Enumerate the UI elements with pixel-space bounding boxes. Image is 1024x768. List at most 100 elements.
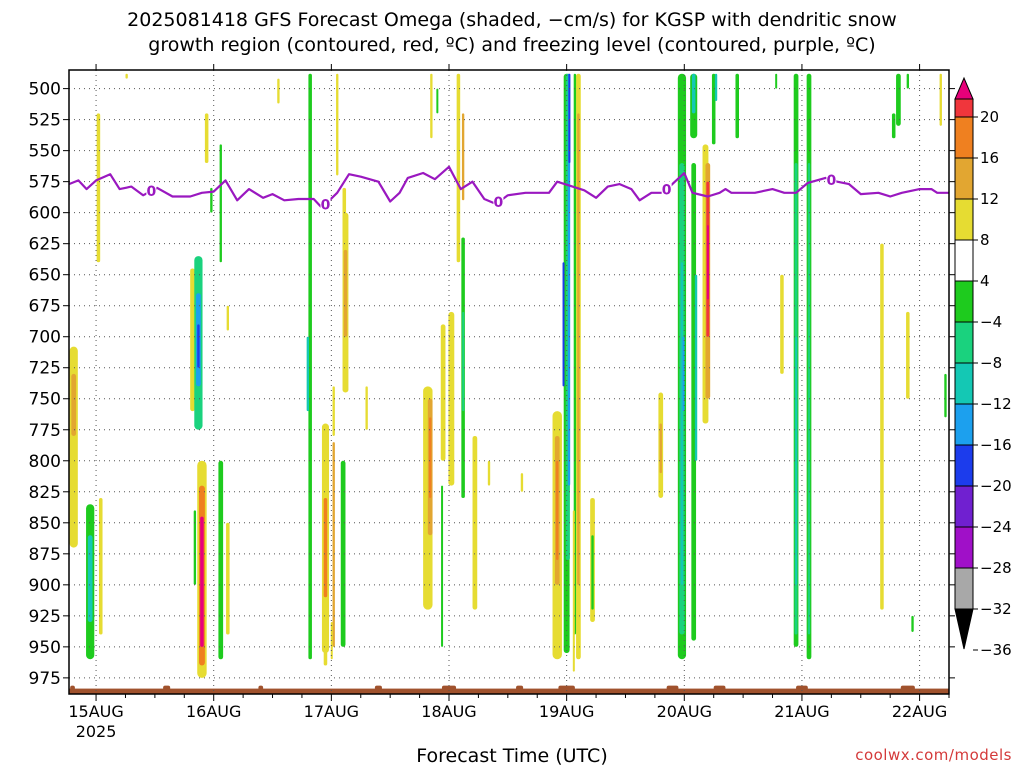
omega-cell-61: [573, 73, 577, 635]
freezing-level-label-2: 0: [494, 195, 504, 211]
omega-cell-31: [336, 73, 339, 176]
x-tick-label-2: 17AUG: [304, 702, 359, 721]
y-tick-label-950: 950: [29, 638, 61, 658]
y-tick-label-850: 850: [29, 514, 61, 534]
y-tick-label-775: 775: [29, 421, 61, 441]
omega-cell-17: [226, 522, 230, 635]
x-tick-label-0: 15AUG: [68, 702, 123, 721]
y-tick-label-525: 525: [29, 111, 61, 131]
freezing-level-label-3: 0: [662, 182, 672, 198]
chart-title-line-2: growth region (contoured, red, ºC) and f…: [148, 34, 876, 56]
colorbar-label-10: −24: [980, 518, 1012, 536]
omega-cell-11: [204, 113, 209, 164]
y-tick-label-925: 925: [29, 607, 61, 627]
freezing-label-bg-0: [146, 182, 157, 198]
y-tick-label-900: 900: [29, 576, 61, 596]
omega-cell-6: [125, 73, 128, 79]
freezing-label-bg-4: [826, 171, 837, 187]
omega-cell-95: [944, 373, 947, 418]
omega-cell-88: [775, 73, 778, 89]
omega-cell-84: [795, 336, 798, 585]
omega-cell-33: [343, 249, 348, 337]
colorbar-label-2: 12: [980, 190, 999, 208]
y-tick-label-875: 875: [29, 545, 61, 565]
omega-cell-96: [911, 615, 914, 632]
omega-cell-89: [896, 73, 901, 126]
omega-shading-layer: [69, 73, 947, 678]
x-tick-label-3: 18AUG: [421, 702, 476, 721]
x-tick-label-6: 21AUG: [774, 702, 829, 721]
omega-cell-66: [659, 423, 662, 474]
omega-cell-15: [193, 510, 197, 585]
freezing-label-bg-1: [320, 196, 331, 212]
omega-cell-81: [735, 73, 739, 139]
plot-frame-layer: [68, 69, 950, 695]
omega-cell-47: [462, 311, 465, 412]
omega-cell-72: [691, 73, 696, 114]
omega-cell-70: [682, 336, 685, 412]
omega-cell-44: [440, 324, 446, 461]
colorbar-bin-0: [954, 76, 974, 100]
freezing-level-layer: 0 0 0 0 0: [68, 165, 949, 213]
terrain-bump-3: [374, 685, 382, 692]
omega-cell-27: [323, 497, 328, 598]
colorbar-label-13: −36: [980, 641, 1012, 659]
terrain-strip: [69, 688, 949, 694]
omega-cell-57: [568, 73, 571, 164]
y-tick-label-700: 700: [29, 328, 61, 348]
omega-cell-40: [436, 88, 439, 114]
colorbar-label-4: 4: [980, 272, 990, 290]
colorbar-bin-5: [954, 239, 974, 282]
chart-title: 2025081418 GFS Forecast Omega (shaded, −…: [0, 8, 1024, 58]
omega-cell-78: [706, 225, 709, 300]
colorbar-bin-1: [954, 98, 974, 118]
omega-cell-53: [556, 460, 559, 561]
omega-cell-5: [99, 497, 103, 635]
omega-cell-63: [591, 535, 594, 610]
terrain-bump-10: [900, 685, 915, 692]
omega-cell-29: [340, 460, 346, 647]
omega-cell-92: [939, 73, 942, 126]
y-tick-label-625: 625: [29, 235, 61, 255]
colorbar-label-1: 16: [980, 149, 999, 167]
omega-cell-4: [87, 535, 93, 623]
y-tick-label-750: 750: [29, 390, 61, 410]
x-tick-label-4: 19AUG: [539, 702, 594, 721]
omega-cell-79: [711, 73, 716, 145]
y-tick-label-675: 675: [29, 297, 61, 317]
omega-cell-56: [567, 73, 571, 486]
x-tick-sublabel-0: 2025: [76, 722, 117, 741]
colorbar-bin-9: [954, 403, 974, 446]
omega-cell-39: [430, 73, 433, 139]
terrain-bump-0: [70, 685, 75, 692]
omega-cell-94: [906, 311, 910, 399]
colorbar-label-9: −20: [980, 477, 1012, 495]
y-tick-label-800: 800: [29, 452, 61, 472]
y-tick-label-500: 500: [29, 80, 61, 100]
colorbar-label-3: 8: [980, 231, 990, 249]
omega-cell-22: [308, 73, 312, 660]
omega-cell-37: [456, 73, 461, 263]
y-tick-label-575: 575: [29, 173, 61, 193]
colorbar-bin-2: [954, 116, 974, 159]
freezing-level-label-4: 0: [826, 173, 836, 189]
omega-cell-87: [780, 274, 784, 374]
y-tick-label-650: 650: [29, 266, 61, 286]
y-tick-label-825: 825: [29, 483, 61, 503]
colorbar-bin-11: [954, 485, 974, 528]
omega-cells: [69, 73, 947, 678]
y-tick-label-975: 975: [29, 669, 61, 689]
omega-cell-21: [277, 78, 280, 104]
colorbar-bin-8: [954, 362, 974, 405]
omega-cell-28: [332, 442, 335, 647]
omega-cell-48: [448, 311, 455, 486]
colorbar-label-11: −28: [980, 559, 1012, 577]
colorbar-bin-14: [954, 608, 974, 650]
omega-cell-93: [880, 243, 884, 610]
x-tick-label-7: 22AUG: [892, 702, 947, 721]
terrain-bump-1: [163, 685, 171, 692]
terrain-bump-7: [666, 685, 679, 692]
terrain-bump-5: [516, 685, 524, 692]
